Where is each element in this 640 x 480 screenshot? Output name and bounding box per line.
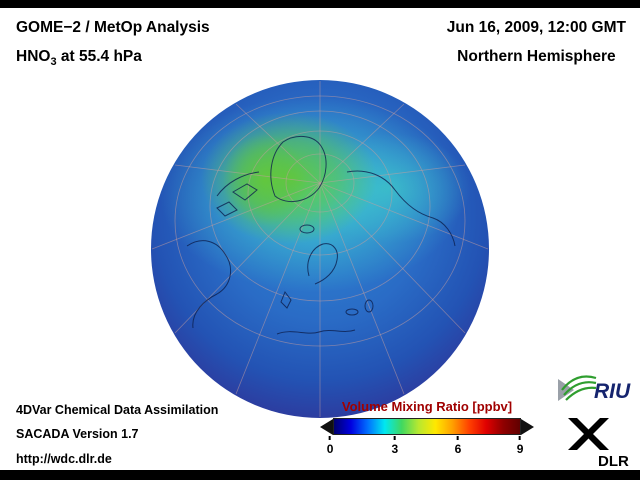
coastlines bbox=[186, 136, 456, 335]
version-label: SACADA Version 1.7 bbox=[16, 427, 139, 442]
datetime-label: Jun 16, 2009, 12:00 GMT bbox=[446, 19, 626, 36]
riu-logo: RIU bbox=[558, 375, 631, 403]
hemisphere-label: Northern Hemisphere bbox=[457, 47, 616, 65]
colorbar-tick: 0 bbox=[326, 436, 334, 456]
header-left: GOME−2 / MetOp Analysis HNO3 at 55.4 hPa bbox=[16, 14, 210, 72]
colorbar: Volume Mixing Ratio [ppbv] 0 3 6 9 bbox=[320, 399, 534, 458]
tick-label: 3 bbox=[391, 442, 399, 456]
dlr-logo-text: DLR bbox=[598, 453, 629, 468]
graticule bbox=[151, 81, 489, 417]
colorbar-scale bbox=[320, 418, 534, 435]
species-subscript: 3 bbox=[50, 55, 57, 68]
globe-map bbox=[151, 80, 489, 418]
colorbar-tick: 9 bbox=[516, 436, 524, 456]
colorbar-gradient bbox=[333, 418, 521, 435]
colorbar-tick: 3 bbox=[391, 436, 399, 456]
colorbar-title: Volume Mixing Ratio [ppbv] bbox=[341, 399, 513, 414]
dlr-emblem-icon bbox=[568, 418, 609, 450]
dlr-logo: DLR bbox=[568, 418, 629, 468]
footer-credits: 4DVar Chemical Data Assimilation SACADA … bbox=[16, 398, 218, 471]
tick-mark bbox=[457, 436, 460, 440]
tick-label: 6 bbox=[454, 442, 462, 456]
analysis-title: GOME−2 / MetOp Analysis bbox=[16, 19, 210, 36]
tick-mark bbox=[329, 436, 332, 440]
top-border-bar bbox=[0, 0, 640, 8]
pressure-level: at 55.4 hPa bbox=[56, 47, 142, 65]
colorbar-right-arrow-icon bbox=[521, 418, 534, 435]
riu-logo-text: RIU bbox=[594, 380, 631, 403]
wdc-url: http://wdc.dlr.de bbox=[16, 451, 112, 466]
colorbar-ticks: 0 3 6 9 bbox=[320, 436, 534, 458]
riu-swoosh-icon bbox=[561, 375, 597, 401]
colorbar-tick: 6 bbox=[454, 436, 462, 456]
tick-label: 9 bbox=[516, 442, 524, 456]
tick-label: 0 bbox=[326, 442, 334, 456]
header-right: Jun 16, 2009, 12:00 GMT Northern Hemisph… bbox=[447, 14, 626, 71]
tick-mark bbox=[519, 436, 522, 440]
species-name: HNO bbox=[16, 47, 51, 65]
riu-triangle-icon bbox=[558, 379, 574, 401]
tick-mark bbox=[393, 436, 396, 440]
colorbar-left-arrow-icon bbox=[320, 418, 333, 435]
bottom-border-bar bbox=[0, 470, 640, 480]
species-level-title: HNO3 at 55.4 hPa bbox=[16, 43, 210, 72]
assimilation-label: 4DVar Chemical Data Assimilation bbox=[16, 403, 219, 417]
